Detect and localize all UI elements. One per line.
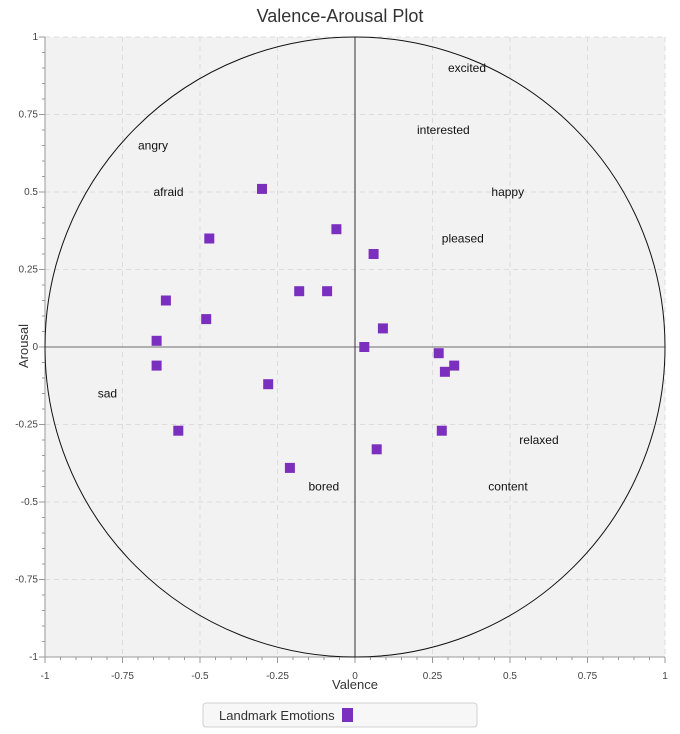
zero-axes — [45, 37, 665, 657]
unit-circle — [44, 36, 666, 658]
y-tick-label: -0.25 — [15, 420, 38, 431]
landmark-excited: excited — [448, 61, 486, 75]
landmark-content: content — [488, 480, 528, 494]
x-tick-label: -0.75 — [111, 671, 134, 682]
data-point[interactable] — [294, 286, 305, 297]
data-point[interactable] — [151, 335, 162, 346]
landmark-happy: happy — [491, 185, 524, 199]
data-point[interactable] — [377, 323, 388, 334]
landmark-interested: interested — [417, 123, 470, 137]
legend-box — [202, 702, 478, 728]
data-point[interactable] — [201, 314, 212, 325]
legend-label: Landmark Emotions — [219, 708, 335, 723]
data-point[interactable] — [160, 295, 171, 306]
x-tick-label: 0.75 — [578, 671, 598, 682]
data-points — [151, 183, 460, 473]
data-point[interactable] — [204, 233, 215, 244]
data-point[interactable] — [173, 425, 184, 436]
y-tick-label: 0.25 — [19, 265, 39, 276]
x-tick-label: -0.5 — [191, 671, 209, 682]
data-point[interactable] — [331, 224, 342, 235]
landmark-labels: excited interested angry afraid happy pleased… — [98, 61, 559, 494]
x-tick-label: -1 — [41, 671, 50, 682]
landmark-bored: bored — [309, 480, 340, 494]
data-point[interactable] — [449, 360, 460, 371]
data-point[interactable] — [439, 366, 450, 377]
x-tick-label: -0.25 — [266, 671, 289, 682]
x-tick-label: 0.25 — [423, 671, 443, 682]
landmark-sad: sad — [98, 387, 117, 401]
data-point[interactable] — [359, 342, 370, 352]
y-tick-labels: -1 -0.75 -0.5 -0.25 0 0.25 0.5 0.75 1 — [15, 32, 38, 663]
data-point[interactable] — [371, 444, 382, 455]
y-tick-label: 0 — [32, 342, 38, 353]
landmark-afraid: afraid — [154, 185, 184, 199]
y-tick-label: -0.75 — [15, 575, 38, 586]
y-tick-label: -0.5 — [21, 497, 39, 508]
legend-swatch-square — [342, 708, 353, 722]
y-tick-label: 1 — [32, 32, 38, 43]
landmark-relaxed: relaxed — [519, 433, 558, 447]
y-axis-label: Arousal — [16, 324, 31, 368]
x-axis-label: Valence — [332, 677, 378, 692]
data-point[interactable] — [151, 360, 162, 371]
x-tick-label: 0 — [352, 671, 358, 682]
data-point[interactable] — [263, 379, 274, 390]
data-point[interactable] — [433, 348, 444, 359]
data-point[interactable] — [322, 286, 333, 297]
chart-title: Valence-Arousal Plot — [257, 6, 424, 26]
landmark-angry: angry — [138, 139, 168, 153]
y-tick-label: -1 — [29, 652, 38, 663]
data-point[interactable] — [436, 425, 447, 436]
y-tick-label: 0.5 — [24, 187, 38, 198]
x-tick-label: 1 — [662, 671, 668, 682]
data-point[interactable] — [257, 183, 267, 194]
data-point[interactable] — [368, 249, 379, 259]
landmark-pleased: pleased — [442, 232, 484, 246]
legend[interactable]: Landmark Emotions — [202, 702, 478, 728]
y-tick-label: 0.75 — [19, 110, 39, 121]
x-tick-labels: -1 -0.75 -0.5 -0.25 0 0.25 0.5 0.75 1 — [41, 671, 669, 682]
data-point[interactable] — [284, 462, 295, 473]
x-tick-label: 0.5 — [503, 671, 517, 682]
